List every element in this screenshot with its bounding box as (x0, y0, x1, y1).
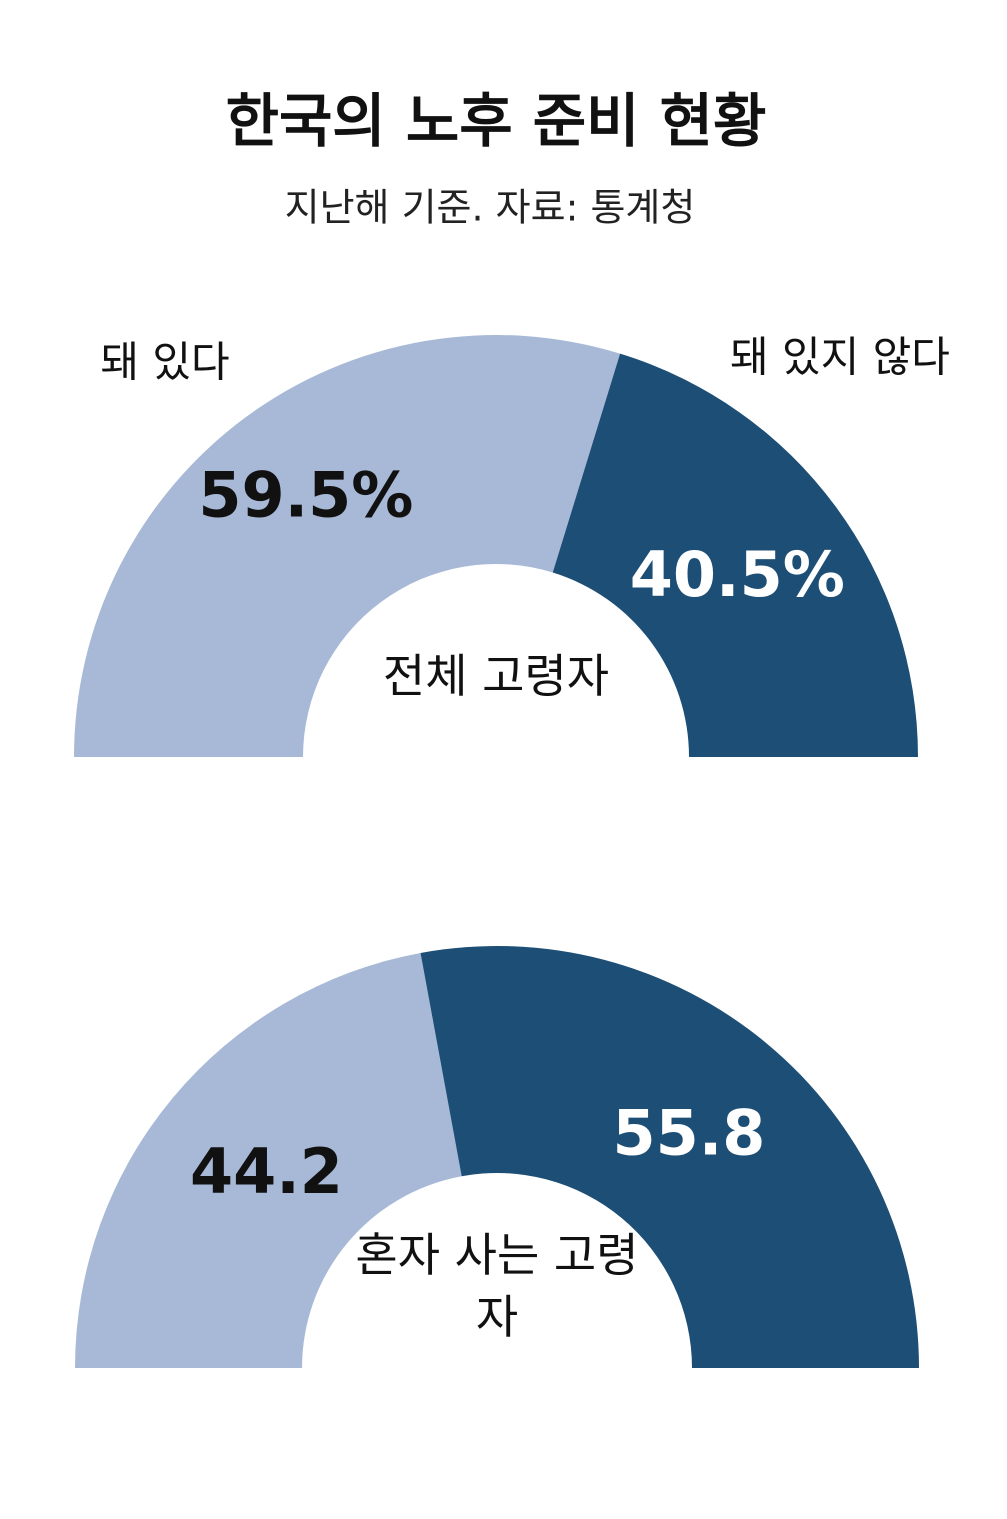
segment (74, 334, 621, 757)
legend-label: 돼 있지 않다 (730, 333, 950, 382)
center-label: 전체 고령자 (382, 648, 610, 703)
segment (420, 946, 919, 1368)
segment (75, 952, 462, 1368)
value-label: 40.5% (630, 538, 845, 611)
value-label: 44.2 (190, 1135, 343, 1208)
center-label: 혼자 사는 고령자 (355, 1228, 639, 1345)
value-label: 59.5% (198, 459, 413, 532)
subtitle: 지난해 기준. 자료: 통계청 (285, 186, 696, 230)
value-label: 55.8 (612, 1097, 765, 1170)
legend-label: 돼 있다 (100, 338, 229, 387)
segment (552, 353, 918, 757)
title: 한국의 노후 준비 현황 (226, 87, 767, 155)
